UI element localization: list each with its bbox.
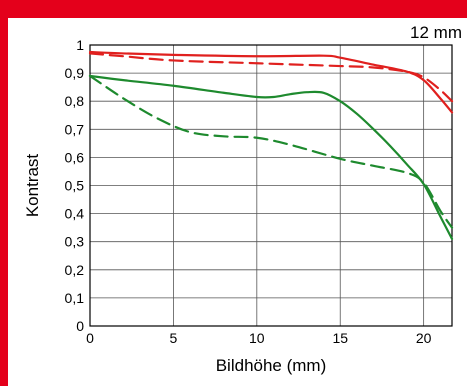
x-tick-label-2: 10 — [249, 330, 265, 346]
y-tick-label-4: 0,4 — [65, 206, 85, 222]
y-tick-label-2: 0,2 — [65, 262, 85, 278]
y-tick-label-9: 0,9 — [65, 65, 85, 81]
x-tick-label-4: 20 — [416, 330, 432, 346]
x-axis-ticks: 0 5 10 15 20 — [86, 330, 432, 346]
x-axis-title: Bildhöhe (mm) — [216, 356, 327, 375]
y-tick-label-3: 0,3 — [65, 234, 85, 250]
y-axis-ticks: 0 0,1 0,2 0,3 0,4 0,5 0,6 0,7 0,8 0,9 1 — [65, 37, 85, 334]
series-layer — [88, 50, 454, 240]
plot-area-border — [89, 44, 453, 327]
series-line-4 — [88, 74, 454, 229]
series-line-1 — [88, 50, 454, 114]
y-tick-label-10: 1 — [76, 37, 84, 53]
x-tick-label-1: 5 — [170, 330, 178, 346]
y-axis-title: Kontrast — [23, 154, 42, 218]
y-tick-label-1: 0,1 — [65, 290, 85, 306]
y-tick-label-8: 0,8 — [65, 93, 85, 109]
series-line-2 — [88, 52, 454, 103]
y-tick-label-5: 0,5 — [65, 178, 85, 194]
grid-lines — [89, 44, 452, 327]
x-tick-label-0: 0 — [86, 330, 94, 346]
focal-length-annotation: 12 mm — [410, 23, 462, 42]
y-tick-label-0: 0 — [76, 318, 84, 334]
y-tick-label-6: 0,6 — [65, 149, 85, 165]
series-line-3 — [88, 74, 454, 240]
x-tick-label-3: 15 — [332, 330, 348, 346]
y-tick-label-7: 0,7 — [65, 121, 85, 137]
chart-panel — [8, 18, 467, 386]
